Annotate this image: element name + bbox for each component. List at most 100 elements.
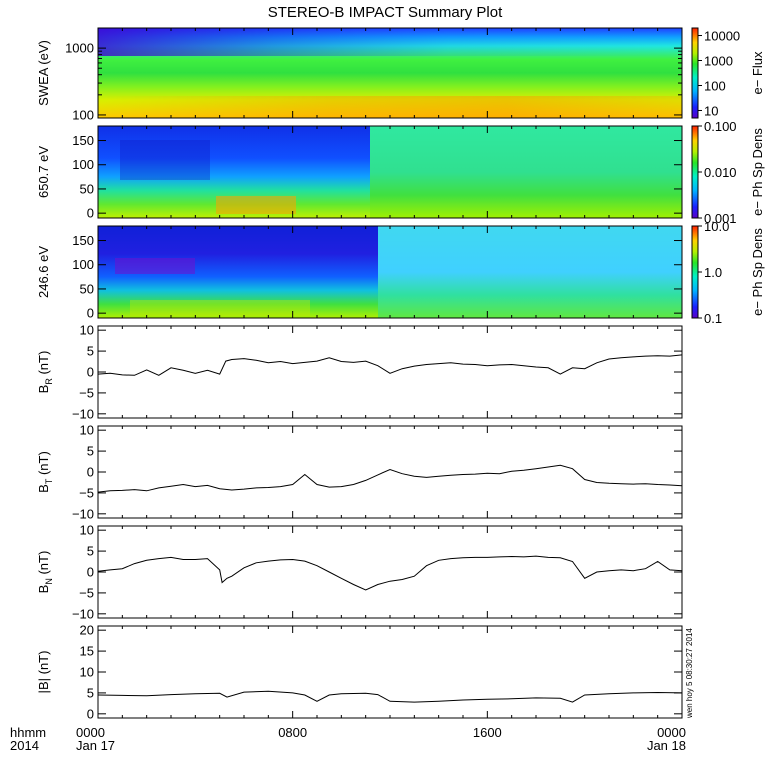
y-tick-label: −10 <box>72 606 94 621</box>
colorbar-3: 0.1 1.0 10.0 e− Ph Sp Dens <box>691 219 765 326</box>
y-axis-label-unit: (nT) <box>36 551 51 578</box>
timestamp-stamp: wen hoy 5 08:30:27 2014 <box>685 628 694 719</box>
colorbar-tick-label: 0.010 <box>704 165 737 180</box>
y-tick-label: 5 <box>87 544 94 559</box>
y-tick-label: 100 <box>72 257 94 272</box>
colorbar-scale <box>691 27 699 119</box>
x-tick-label: 0000 <box>657 725 686 740</box>
y-tick-label: 15 <box>80 644 94 659</box>
panel-650eV <box>98 126 682 218</box>
y-tick-label: 0 <box>87 565 94 580</box>
colorbar-label: e− Ph Sp Dens <box>750 128 765 216</box>
y-axis-label: 246.6 eV <box>36 246 51 298</box>
panel-1-axes: 100 1000 SWEA (eV) <box>36 27 683 122</box>
y-axis-label: BT (nT) <box>36 451 54 493</box>
panel-6-axes: −10 −5 0 5 10 BN (nT) <box>36 523 683 621</box>
colorbar-tick-label: 10.0 <box>704 219 729 234</box>
x-tick-label: 0800 <box>278 725 307 740</box>
panel-frame <box>97 525 683 619</box>
y-tick-label: 0 <box>87 206 94 221</box>
y-tick-label: 50 <box>80 281 94 296</box>
y-tick-label: 0 <box>87 465 94 480</box>
y-tick-label: 5 <box>87 685 94 700</box>
colorbar-scale <box>691 125 699 219</box>
panel-swea <box>98 28 682 118</box>
panel-frame <box>97 325 683 419</box>
y-axis-label: 650.7 eV <box>36 146 51 198</box>
colorbar-tick-label: 10 <box>704 103 718 118</box>
colorbar-label: e− Flux <box>750 51 765 94</box>
y-tick-label: 100 <box>72 107 94 122</box>
y-axis-label-subscript: R <box>44 378 54 385</box>
y-axis-label-unit: (nT) <box>36 351 51 378</box>
panel-246eV <box>98 226 682 318</box>
x-year-label: 2014 <box>10 738 39 753</box>
y-tick-label: 150 <box>72 233 94 248</box>
pad246-dark-region <box>115 258 195 274</box>
x-tick-date-label: Jan 18 <box>647 738 686 753</box>
series-line-6 <box>97 555 683 591</box>
colorbar-tick-label: 1.0 <box>704 265 722 280</box>
y-tick-label: 50 <box>80 181 94 196</box>
pad246-spectrogram-right <box>378 226 682 318</box>
colorbar-tick-label: 0.1 <box>704 311 722 326</box>
y-tick-label: 100 <box>72 157 94 172</box>
swea-high-flux-band <box>98 96 682 118</box>
colorbar-tick-label: 100 <box>704 78 726 93</box>
y-tick-label: 10 <box>80 323 94 338</box>
colorbar-label: e− Ph Sp Dens <box>750 228 765 316</box>
y-tick-label: 0 <box>87 706 94 721</box>
y-axis-label: SWEA (eV) <box>36 40 51 106</box>
y-tick-label: 150 <box>72 133 94 148</box>
y-tick-label: 0 <box>87 306 94 321</box>
colorbar-tick-label: 0.001 <box>704 211 737 226</box>
y-tick-label: 10 <box>80 665 94 680</box>
colorbar-scale <box>691 225 699 319</box>
y-tick-label: −10 <box>72 506 94 521</box>
colorbar-tick-label: 0.100 <box>704 119 737 134</box>
series-line-7 <box>97 690 683 703</box>
y-tick-label: 5 <box>87 444 94 459</box>
y-tick-label: −5 <box>79 585 94 600</box>
panel-frame <box>97 425 683 519</box>
y-tick-label: 10 <box>80 423 94 438</box>
x-tick-label: 1600 <box>473 725 502 740</box>
panel-3-axes: 0 50 100 150 246.6 eV <box>36 225 683 321</box>
y-tick-label: −5 <box>79 385 94 400</box>
plot-title: STEREO-B IMPACT Summary Plot <box>268 4 503 21</box>
swea-low-flux-band <box>98 28 682 56</box>
pad650-spectrogram-right <box>370 126 682 218</box>
series-line-5 <box>97 464 683 493</box>
y-tick-label: 1000 <box>65 41 94 56</box>
panel-frame <box>97 625 683 719</box>
colorbar-tick-label: 1000 <box>704 54 733 69</box>
y-tick-label: 0 <box>87 365 94 380</box>
y-axis-label: BN (nT) <box>36 551 54 594</box>
y-tick-label: 10 <box>80 523 94 538</box>
y-axis-label-unit: (nT) <box>36 451 51 478</box>
pad650-dark-region <box>120 140 210 180</box>
panel-2-axes: 0 50 100 150 650.7 eV <box>36 125 683 221</box>
panel-5-axes: −10 −5 0 5 10 BT (nT) <box>36 423 683 521</box>
y-axis-label: |B| (nT) <box>36 651 51 694</box>
colorbar-1: 10 100 1000 10000 e− Flux <box>691 27 765 119</box>
pad246-bright-band <box>130 300 310 316</box>
y-tick-label: −10 <box>72 406 94 421</box>
panel-7-axes: 0 5 10 15 20 |B| (nT) <box>36 623 683 721</box>
panel-4-axes: −10 −5 0 5 10 BR (nT) <box>36 323 683 421</box>
y-axis-label-subscript: T <box>44 478 54 484</box>
x-tick-label: 0000 <box>76 725 105 740</box>
colorbar-2: 0.001 0.010 0.100 e− Ph Sp Dens <box>691 119 765 226</box>
series-line-4 <box>97 354 683 376</box>
y-tick-label: 5 <box>87 344 94 359</box>
x-tick-date-label: Jan 17 <box>76 738 115 753</box>
y-tick-label: −5 <box>79 485 94 500</box>
y-axis-label-unit: (nT) <box>36 651 51 678</box>
x-row-label: hhmm <box>10 725 46 740</box>
y-axis-label: BR (nT) <box>36 351 54 394</box>
colorbar-tick-label: 10000 <box>704 29 740 44</box>
y-tick-label: 20 <box>80 623 94 638</box>
pad650-hot-spot <box>216 196 296 214</box>
y-axis-label-subscript: N <box>44 578 54 585</box>
